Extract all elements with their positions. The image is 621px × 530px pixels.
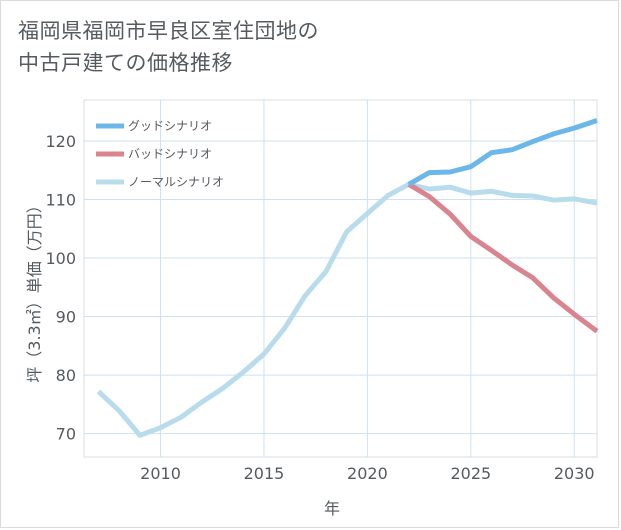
series-line-2: [96, 181, 598, 438]
x-tick-label-2025: 2025: [450, 464, 491, 483]
series-line-0: [407, 118, 598, 187]
y-tick-label-80: 80: [56, 366, 76, 385]
y-tick-label-100: 100: [45, 249, 76, 268]
chart-title-line-1: 福岡県福岡市早良区室住団地の: [18, 19, 319, 43]
legend-label-1: バッドシナリオ: [128, 147, 212, 161]
legend-label-2: ノーマルシナリオ: [128, 175, 224, 189]
x-tick-label-2020: 2020: [347, 464, 388, 483]
legend-label-0: グッドシナリオ: [128, 119, 212, 133]
plot-area-frame: [83, 99, 598, 458]
y-tick-label-90: 90: [56, 308, 76, 327]
x-tick-label-2015: 2015: [244, 464, 285, 483]
grid-lines: [83, 99, 598, 458]
chart-title-line-2: 中古戸建ての価格推移: [18, 51, 233, 75]
y-axis-label: 坪（3.3㎡）単価（万円）: [25, 197, 44, 382]
x-tick-label-2010: 2010: [140, 464, 181, 483]
y-tick-labels: 70 80 90 100 110 120: [45, 132, 76, 444]
y-tick-label-120: 120: [45, 132, 76, 151]
chart-title: 福岡県福岡市早良区室住団地の 中古戸建ての価格推移: [18, 15, 438, 79]
x-tick-labels: 2010 2015 2020 2025 2030: [140, 464, 594, 483]
y-tick-label-110: 110: [45, 190, 76, 209]
series-line-1: [407, 182, 599, 334]
x-axis-label: 年: [324, 499, 340, 518]
series-layer: [96, 118, 599, 438]
x-tick-label-2030: 2030: [554, 464, 595, 483]
y-tick-label-70: 70: [56, 425, 76, 444]
